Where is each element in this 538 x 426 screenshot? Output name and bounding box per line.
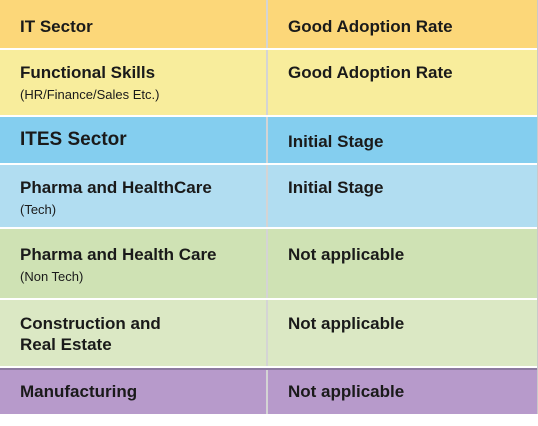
adoption-status: Not applicable <box>288 314 405 333</box>
adoption-status: Not applicable <box>288 382 405 401</box>
table-row: IT Sector Good Adoption Rate <box>0 0 537 50</box>
sector-name: Functional Skills <box>20 63 156 82</box>
sector-name-line2: Real Estate <box>20 335 112 354</box>
adoption-status: Good Adoption Rate <box>288 63 453 82</box>
table-row: Pharma and Health Care (Non Tech) Not ap… <box>0 229 537 300</box>
status-cell: Not applicable <box>268 370 537 414</box>
sector-name: Construction and <box>20 314 161 333</box>
status-cell: Not applicable <box>268 229 537 298</box>
sector-cell: Functional Skills (HR/Finance/Sales Etc.… <box>0 50 268 115</box>
sector-cell: Pharma and HealthCare (Tech) <box>0 165 268 227</box>
sector-cell: IT Sector <box>0 0 268 48</box>
status-cell: Good Adoption Rate <box>268 0 537 48</box>
table-row: ITES Sector Initial Stage <box>0 117 537 165</box>
status-cell: Initial Stage <box>268 117 537 163</box>
sector-name: Pharma and HealthCare <box>20 178 212 197</box>
status-cell: Not applicable <box>268 300 537 366</box>
sector-name: Pharma and Health Care <box>20 245 217 264</box>
adoption-status: Initial Stage <box>288 178 384 197</box>
sector-name: ITES Sector <box>20 129 127 150</box>
sector-cell: Manufacturing <box>0 370 268 414</box>
sector-cell: ITES Sector <box>0 117 268 163</box>
sector-subtitle: (Non Tech) <box>20 269 84 284</box>
adoption-status: Initial Stage <box>288 132 384 151</box>
sector-cell: Pharma and Health Care (Non Tech) <box>0 229 268 298</box>
sector-adoption-table: IT Sector Good Adoption Rate Functional … <box>0 0 538 414</box>
status-cell: Good Adoption Rate <box>268 50 537 115</box>
table-row: Construction and Real Estate Not applica… <box>0 300 537 368</box>
status-cell: Initial Stage <box>268 165 537 227</box>
sector-subtitle: (HR/Finance/Sales Etc.) <box>20 87 160 102</box>
table-row: Functional Skills (HR/Finance/Sales Etc.… <box>0 50 537 117</box>
sector-subtitle: (Tech) <box>20 202 57 217</box>
adoption-status: Good Adoption Rate <box>288 17 453 36</box>
table-row: Manufacturing Not applicable <box>0 368 537 414</box>
sector-cell: Construction and Real Estate <box>0 300 268 366</box>
table-row: Pharma and HealthCare (Tech) Initial Sta… <box>0 165 537 229</box>
sector-name: IT Sector <box>20 17 93 36</box>
sector-name: Manufacturing <box>20 382 138 401</box>
adoption-status: Not applicable <box>288 245 405 264</box>
